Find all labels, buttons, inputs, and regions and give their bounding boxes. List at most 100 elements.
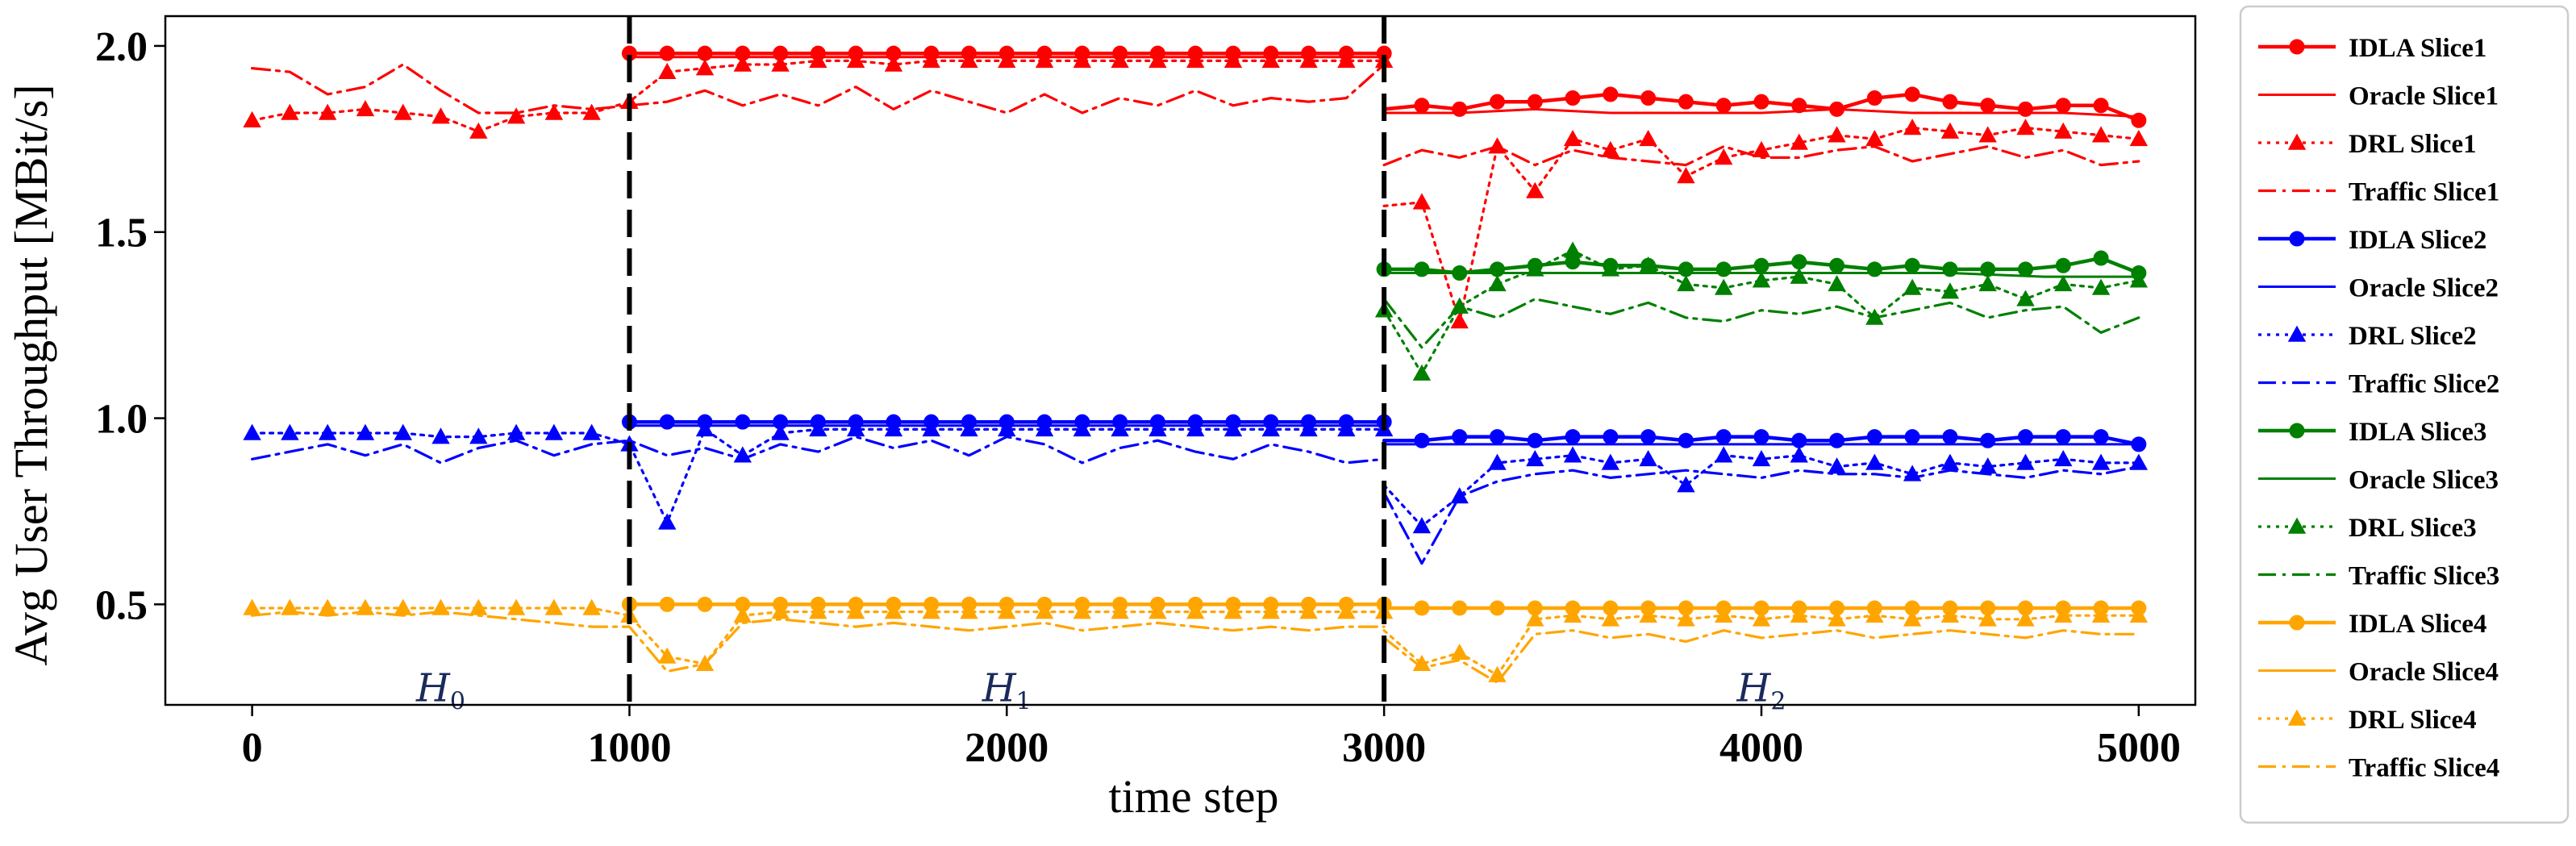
data-point	[506, 107, 526, 124]
data-point	[1903, 610, 1922, 627]
data-point	[1452, 429, 1468, 445]
y-tick-label: 0.5	[95, 582, 148, 628]
data-point	[1978, 126, 1997, 143]
data-point	[2054, 449, 2073, 467]
data-point	[2093, 250, 2109, 266]
data-point	[2016, 119, 2035, 135]
data-point	[1829, 257, 1845, 273]
data-point	[1678, 432, 1694, 448]
legend-entry-drl-slice4: DRL Slice4	[2258, 706, 2477, 735]
data-point	[1489, 261, 1505, 277]
data-point	[243, 423, 261, 440]
data-point	[884, 420, 903, 437]
data-point	[1791, 432, 1807, 448]
data-point	[922, 420, 940, 437]
legend-label: Oracle Slice4	[2349, 658, 2499, 687]
data-point	[1715, 261, 1732, 277]
series-line-traffic-slice4-1	[1382, 629, 2140, 684]
y-tick-label: 1.0	[95, 397, 148, 443]
data-point	[1563, 446, 1582, 463]
data-point	[1752, 271, 1771, 288]
data-point	[1601, 610, 1620, 627]
data-point	[1412, 193, 1432, 210]
data-point	[1412, 517, 1432, 534]
data-point	[394, 103, 412, 120]
data-point	[431, 427, 450, 444]
data-point	[1714, 446, 1733, 463]
series-traffic-slice2	[251, 436, 2140, 565]
data-point	[1111, 52, 1129, 69]
legend-entry-drl-slice2: DRL Slice2	[2258, 322, 2477, 351]
legend-swatch-marker	[2289, 39, 2305, 55]
data-point	[1904, 429, 1920, 445]
data-point	[1639, 129, 1657, 147]
data-point	[922, 602, 940, 619]
x-axis-label: time step	[1108, 770, 1278, 823]
data-point	[1414, 432, 1430, 448]
data-point	[1639, 449, 1657, 467]
data-point	[1601, 453, 1620, 470]
data-point	[884, 602, 903, 619]
region-label-sub: 1	[1016, 688, 1032, 716]
data-point	[733, 55, 752, 72]
data-point	[695, 59, 715, 76]
legend-entry-idla-slice3: IDLA Slice3	[2258, 418, 2486, 447]
data-point	[1299, 420, 1318, 437]
legend-entry-oracle-slice1: Oracle Slice1	[2258, 82, 2499, 111]
data-point	[1223, 52, 1243, 69]
data-point	[1677, 476, 1695, 493]
data-point	[356, 423, 375, 440]
data-point	[1488, 274, 1507, 292]
legend-label: DRL Slice2	[2349, 322, 2477, 351]
data-point	[2091, 126, 2111, 143]
data-point	[1526, 610, 1544, 627]
series-line-traffic-slice1-1	[1382, 145, 2140, 167]
series-traffic-slice1	[251, 63, 2140, 167]
legend-label: Traffic Slice3	[2349, 562, 2499, 591]
data-point	[1412, 364, 1432, 381]
data-point	[1186, 52, 1205, 69]
legend-entry-drl-slice1: DRL Slice1	[2258, 130, 2477, 159]
data-point	[1828, 126, 1846, 143]
data-point	[658, 513, 677, 530]
data-point	[1603, 86, 1619, 102]
data-point	[1640, 429, 1657, 445]
data-point	[1299, 602, 1318, 619]
data-point	[506, 598, 526, 615]
data-point	[281, 103, 299, 120]
legend-label: Oracle Slice1	[2349, 82, 2499, 111]
legend-swatch-marker	[2287, 709, 2307, 726]
data-point	[2093, 98, 2109, 114]
data-point	[1640, 90, 1657, 106]
series-line-traffic-slice4-0	[251, 611, 1386, 673]
data-point	[1450, 643, 1469, 661]
data-point	[1940, 282, 1960, 299]
data-point	[695, 420, 715, 437]
data-point	[1714, 278, 1733, 295]
data-point	[1942, 429, 1958, 445]
data-point	[1223, 602, 1243, 619]
data-point	[1565, 90, 1581, 106]
data-point	[281, 423, 299, 440]
legend-swatch-marker	[2289, 615, 2305, 631]
data-point	[884, 55, 903, 72]
legend-entry-idla-slice4: IDLA Slice4	[2258, 610, 2486, 639]
data-point	[544, 103, 564, 120]
data-point	[1828, 457, 1846, 474]
data-point	[1414, 261, 1430, 277]
data-point	[809, 420, 827, 437]
legend-label: IDLA Slice1	[2349, 34, 2486, 63]
legend-label: DRL Slice3	[2349, 514, 2477, 543]
data-point	[318, 423, 337, 440]
data-point	[1526, 181, 1544, 198]
data-point	[1035, 602, 1054, 619]
x-tick-label: 2000	[965, 725, 1048, 771]
legend-entry-oracle-slice2: Oracle Slice2	[2258, 274, 2499, 303]
data-point	[1828, 274, 1846, 292]
x-tick-label: 4000	[1719, 725, 1803, 771]
legend-label: Traffic Slice4	[2349, 754, 2499, 783]
legend-swatch-marker	[2289, 423, 2305, 439]
data-point	[2091, 606, 2111, 623]
data-point	[998, 602, 1016, 619]
